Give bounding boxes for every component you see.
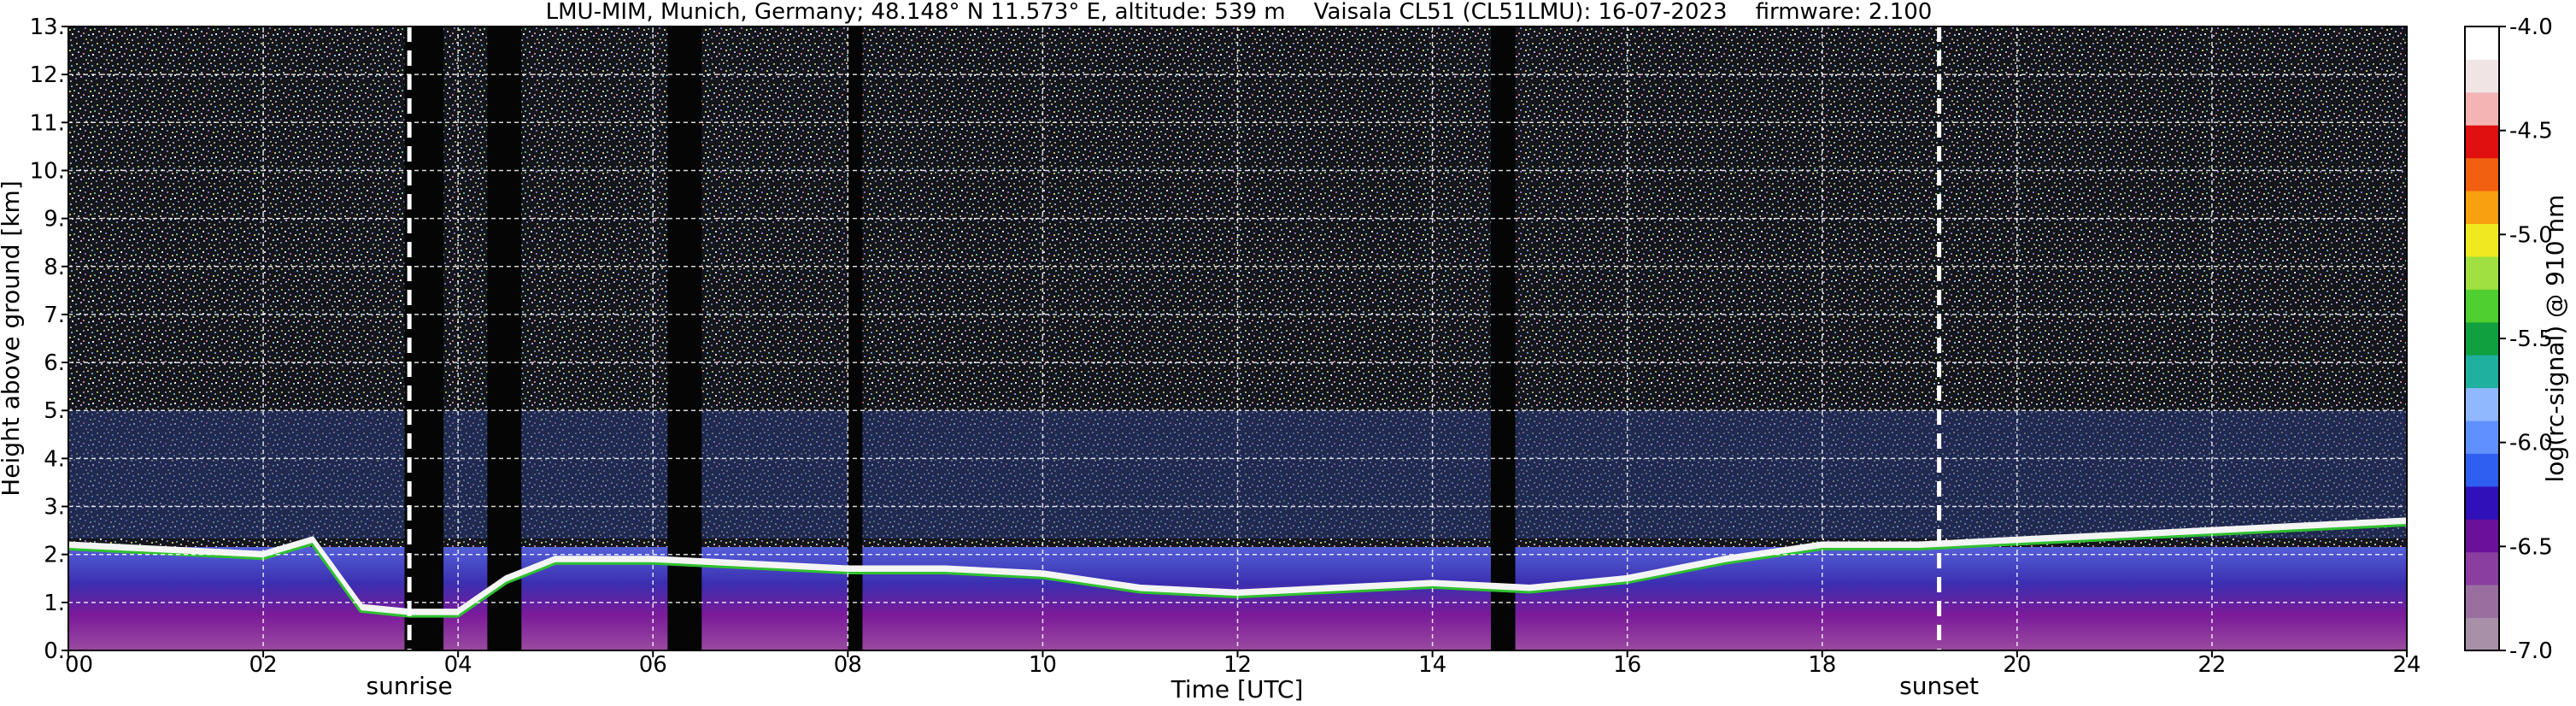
boundary-layer-top-line	[67, 517, 2408, 616]
colorbar-cell	[2465, 551, 2499, 585]
blank-column	[1491, 26, 1516, 650]
colorbar-cell	[2465, 125, 2499, 159]
event-labels: sunrise sunset	[367, 672, 1980, 700]
colorbar-cell	[2465, 59, 2499, 93]
chart-title: LMU-MIM, Munich, Germany; 48.148° N 11.5…	[546, 0, 1933, 25]
colorbar-cell	[2465, 223, 2499, 257]
y-tick-label: 8.	[44, 255, 65, 280]
colorbar-ticks: -7.0 -6.5 -6.0 -5.5 -5.0 -4.5 -4.0	[2499, 15, 2553, 664]
grid-lines	[68, 26, 2407, 650]
x-tick-label: 00	[65, 652, 93, 678]
blank-column	[487, 26, 522, 650]
x-tick-label: 10	[1029, 652, 1057, 678]
y-tick-label: 12.	[30, 62, 65, 88]
y-tick-label: 10.	[30, 158, 65, 184]
y-tick-label: 7.	[44, 303, 65, 328]
colorbar-cell	[2465, 91, 2499, 126]
colorbar-cell	[2465, 585, 2499, 619]
colorbar-tick-label: -4.0	[2509, 15, 2553, 40]
x-tick-label: 18	[1808, 652, 1836, 678]
event-label-sunrise: sunrise	[367, 672, 453, 700]
colorbar-cells	[2465, 26, 2499, 651]
colorbar-cell	[2465, 453, 2499, 487]
y-tick-label: 2.	[44, 543, 65, 568]
colorbar-cell	[2465, 485, 2499, 520]
colorbar-tick-label: -6.0	[2509, 431, 2553, 456]
blank-columns-group	[404, 26, 1516, 650]
y-tick-label: 6.	[44, 350, 65, 376]
event-lines	[407, 26, 1942, 650]
x-tick-label: 22	[2198, 652, 2226, 678]
y-axis-label: Height above ground [km]	[0, 180, 25, 497]
blank-column	[848, 26, 863, 650]
y-tick-label: 3.	[44, 495, 65, 521]
y-tick-label: 5.	[44, 398, 65, 424]
colorbar-cell	[2465, 355, 2499, 389]
x-tick-label: 02	[249, 652, 278, 678]
colorbar-cell	[2465, 289, 2499, 323]
colorbar-cell	[2465, 321, 2499, 356]
y-tick-label: 9.	[44, 207, 65, 232]
y-tick-label: 13.	[30, 15, 65, 40]
colorbar-cell	[2465, 26, 2499, 60]
y-tick-label: 1.	[44, 591, 65, 616]
colorbar-label: log(rc-signal) @ 910 nm	[2541, 195, 2569, 483]
x-tick-label: 24	[2392, 652, 2421, 678]
y-tick-label: 0.	[44, 638, 65, 664]
colorbar-tick-label: -4.5	[2509, 119, 2553, 144]
colorbar-tick-label: -6.5	[2509, 534, 2553, 560]
colorbar-cell	[2465, 421, 2499, 454]
blank-column	[667, 26, 702, 650]
x-tick-label: 08	[834, 652, 862, 678]
x-axis: 00 02 04 06 08 10 12 14 16 18 20 22 24	[65, 650, 2421, 678]
y-tick-label: 11.	[30, 110, 65, 136]
x-tick-label: 14	[1418, 652, 1446, 678]
y-axis: 0. 1. 2. 3. 4. 5. 6. 7. 8. 9. 10. 11. 12. 13.	[30, 15, 68, 664]
x-tick-label: 06	[639, 652, 667, 678]
colorbar-cell	[2465, 519, 2499, 553]
colorbar-cell	[2465, 256, 2499, 290]
colorbar-tick-label: -7.0	[2509, 638, 2553, 664]
plot-area	[67, 26, 2408, 651]
x-tick-label: 16	[1613, 652, 1641, 678]
colorbar-tick-label: -5.0	[2509, 222, 2553, 248]
colorbar-tick-label: -5.5	[2509, 327, 2553, 352]
colorbar-cell	[2465, 191, 2499, 225]
colorbar: -7.0 -6.5 -6.0 -5.5 -5.0 -4.5 -4.0 log(rc-sign…	[2464, 15, 2569, 664]
colorbar-cell	[2465, 617, 2499, 651]
colorbar-cell	[2465, 387, 2499, 421]
x-tick-label: 12	[1223, 652, 1252, 678]
x-axis-label: Time [UTC]	[1171, 675, 1304, 703]
colorbar-cell	[2465, 157, 2499, 191]
x-tick-label: 20	[2003, 652, 2031, 678]
event-label-sunset: sunset	[1899, 672, 1979, 700]
y-tick-label: 4.	[44, 446, 65, 472]
boundary-layer-colored-edge	[67, 523, 2408, 618]
x-tick-label: 04	[444, 652, 472, 678]
